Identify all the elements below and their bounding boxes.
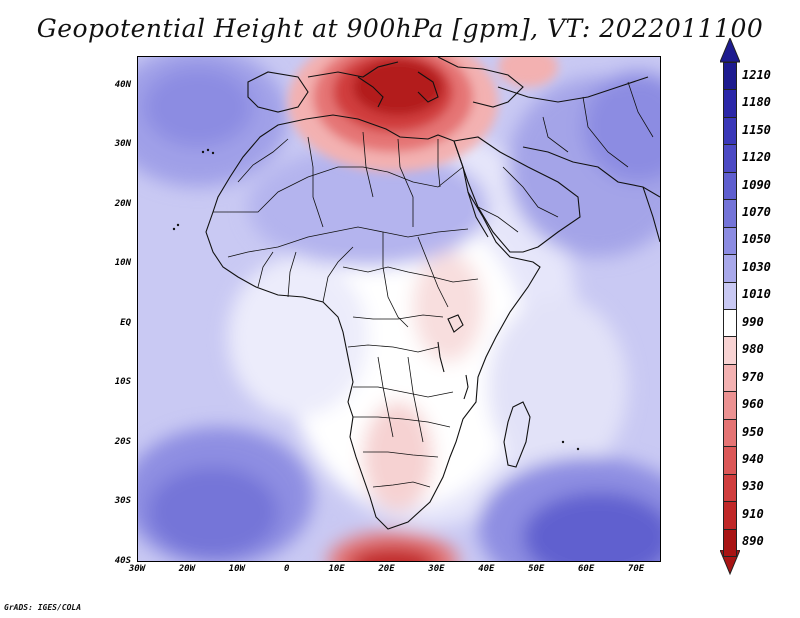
colorbar-label: 960 — [742, 397, 764, 412]
colorbar-swatch — [723, 62, 737, 91]
colorbar-swatch — [723, 116, 737, 146]
colorbar-label: 970 — [742, 369, 764, 384]
colorbar-swatch — [723, 336, 737, 365]
colorbar-label: 980 — [742, 342, 764, 357]
geopotential-field — [138, 57, 660, 561]
map-panel — [137, 56, 661, 562]
colorbar — [720, 38, 740, 576]
colorbar-swatch — [723, 199, 737, 228]
colorbar-swatch — [723, 391, 737, 420]
colorbar-label: 1150 — [742, 122, 771, 137]
lat-label: EQ — [120, 317, 131, 328]
lat-label: 30S — [114, 496, 131, 507]
colorbar-swatch — [723, 501, 737, 530]
lon-label: 20W — [178, 564, 196, 574]
lon-label: 10W — [228, 564, 245, 574]
colorbar-label: 890 — [742, 534, 764, 549]
lon-label: 50E — [528, 564, 545, 574]
lat-label: 10S — [114, 377, 131, 388]
colorbar-swatch — [723, 226, 737, 256]
colorbar-swatch — [723, 144, 737, 173]
height-field-shading — [138, 57, 660, 561]
colorbar-swatch — [723, 363, 737, 393]
lat-label: 20N — [114, 198, 131, 209]
colorbar-swatch — [723, 89, 737, 118]
colorbar-swatch — [723, 281, 737, 310]
colorbar-label: 1120 — [742, 150, 771, 165]
colorbar-label: 1090 — [742, 177, 771, 192]
colorbar-swatch — [723, 528, 737, 557]
lat-label: 30N — [114, 139, 131, 150]
colorbar-label: 1180 — [742, 95, 771, 110]
lon-label: 0 — [283, 564, 290, 574]
colorbar-swatch — [723, 309, 737, 338]
colorbar-label: 910 — [742, 506, 764, 521]
lon-label: 20E — [378, 564, 395, 574]
colorbar-label: 1010 — [742, 287, 771, 302]
colorbar-swatch — [723, 446, 737, 475]
colorbar-label: 950 — [742, 424, 764, 439]
lat-label: 10N — [114, 258, 131, 269]
lon-label: 30E — [428, 564, 445, 574]
colorbar-label: 990 — [742, 314, 764, 329]
colorbar-label: 1210 — [742, 67, 771, 82]
lon-label: 60E — [578, 564, 595, 574]
colorbar-swatch — [723, 473, 737, 503]
colorbar-label: 1030 — [742, 259, 771, 274]
lon-label: 40E — [478, 564, 495, 574]
grads-credit: GrADS: IGES/COLA — [4, 603, 82, 612]
colorbar-label: 1050 — [742, 232, 771, 247]
colorbar-label: 940 — [742, 451, 764, 466]
coastlines — [205, 57, 660, 530]
lon-label: 10E — [328, 564, 345, 574]
islands — [172, 148, 580, 451]
country-borders — [213, 81, 654, 488]
colorbar-swatch — [723, 418, 737, 448]
chart-title: Geopotential Height at 900hPa [gpm], VT:… — [36, 14, 764, 43]
lat-label: 40N — [114, 79, 131, 90]
colorbar-label: 1070 — [742, 204, 771, 219]
lat-label: 20S — [114, 436, 131, 447]
lon-label: 70E — [627, 564, 645, 574]
lon-label: 30W — [128, 564, 146, 574]
colorbar-swatch — [723, 171, 737, 201]
lat-label: 40S — [114, 556, 131, 566]
mediterranean-low — [288, 57, 558, 172]
colorbar-label: 930 — [742, 479, 764, 494]
colorbar-swatch — [723, 254, 737, 283]
